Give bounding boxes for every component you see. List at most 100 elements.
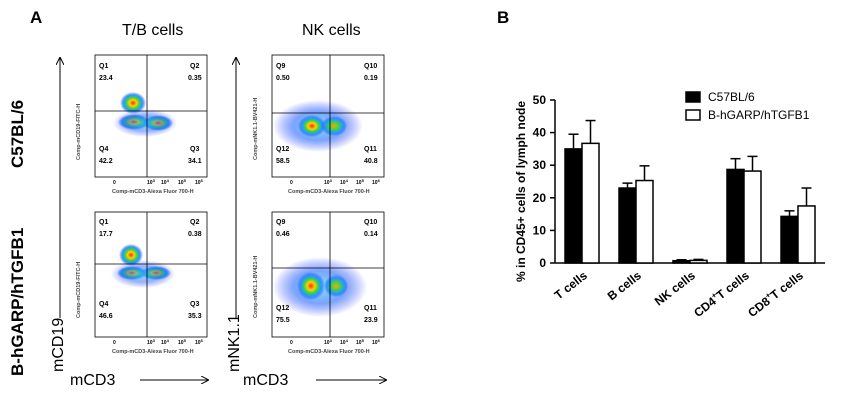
y-tick-label: 0 bbox=[539, 256, 546, 270]
x-axis-title: Comp-mCD3-Alexa Fluor 700-H bbox=[112, 349, 194, 355]
quadrant-label: Q2 bbox=[190, 63, 199, 70]
quadrant-label: Q9 bbox=[276, 219, 285, 226]
bar bbox=[780, 215, 799, 264]
x-tick-label: 104 bbox=[340, 338, 349, 346]
flow-plot-tb-hgarp bbox=[94, 211, 208, 338]
x-axis-title: Comp-mCD3-Alexa Fluor 700-H bbox=[112, 189, 194, 195]
x-tick-label: 106 bbox=[195, 178, 204, 186]
quadrant-value: 40.8 bbox=[364, 158, 378, 165]
quadrant-label: Q3 bbox=[190, 301, 199, 308]
quadrant-label: Q4 bbox=[99, 146, 108, 153]
nk-negative-population bbox=[298, 115, 326, 137]
quadrant-value: 0.50 bbox=[276, 75, 290, 82]
x-axis-title: Comp-mCD3-Alexa Fluor 700-H bbox=[288, 349, 370, 355]
quadrant-value: 35.3 bbox=[188, 313, 202, 320]
quadrant-label: Q9 bbox=[276, 63, 285, 70]
quadrant-label: Q1 bbox=[99, 63, 108, 70]
x-tick-label: 0 bbox=[290, 340, 293, 346]
quadrant-value: 0.46 bbox=[276, 231, 290, 238]
x-tick-label: 0 bbox=[113, 180, 116, 186]
legend-swatch bbox=[685, 109, 701, 121]
bar bbox=[635, 179, 654, 264]
bar bbox=[618, 187, 637, 264]
x-tick-label: 105 bbox=[356, 338, 365, 346]
quadrant-value: 0.38 bbox=[188, 231, 202, 238]
x-tick-label: 104 bbox=[161, 178, 170, 186]
nk-cells-title: NK cells bbox=[302, 22, 361, 39]
quadrant-value: 23.9 bbox=[364, 317, 378, 324]
panel-a-label: A bbox=[30, 8, 43, 27]
quadrant-value: 34.1 bbox=[188, 158, 202, 165]
quadrant-label: Q4 bbox=[99, 301, 108, 308]
scatter-halo bbox=[111, 260, 175, 288]
cd19-population bbox=[120, 92, 146, 114]
x-tick-label: T cells bbox=[552, 268, 590, 302]
quadrant-value: 58.5 bbox=[276, 158, 290, 165]
scatter-halo bbox=[113, 109, 177, 137]
legend-label: B-hGARP/hTGFB1 bbox=[708, 108, 810, 122]
quadrant-value: 23.4 bbox=[99, 75, 113, 82]
quadrant-value: 0.19 bbox=[364, 75, 378, 82]
nk-negative-population bbox=[297, 272, 325, 300]
quadrant-label: Q10 bbox=[364, 63, 377, 70]
quadrant-value: 75.5 bbox=[276, 317, 290, 324]
bar bbox=[743, 170, 762, 264]
x-tick-label: 105 bbox=[178, 178, 187, 186]
bar bbox=[672, 259, 691, 264]
panel-b-label: B bbox=[497, 8, 510, 27]
x-tick-label: 0 bbox=[113, 340, 116, 346]
x-tick-label: 103 bbox=[324, 338, 333, 346]
x-tick-label: 0 bbox=[290, 180, 293, 186]
quadrant-label: Q2 bbox=[190, 219, 199, 226]
bar-chart: 0 10 20 30 40 50 % in CD45+ cells of lymph nod… bbox=[514, 90, 825, 320]
quadrant-label: Q1 bbox=[99, 219, 108, 226]
quadrant-value: 42.2 bbox=[99, 158, 113, 165]
bar bbox=[726, 168, 745, 264]
tb-cells-title: T/B cells bbox=[122, 22, 184, 39]
y-axis-title: Comp-mNK1.1-BV421-H bbox=[253, 256, 259, 318]
quadrant-label: Q12 bbox=[276, 146, 289, 153]
quadrant-label: Q11 bbox=[364, 305, 377, 312]
x-tick-label: 106 bbox=[372, 338, 381, 346]
x-axis-title: Comp-mCD3-Alexa Fluor 700-H bbox=[288, 189, 370, 195]
bar bbox=[689, 259, 708, 264]
x-tick-label: NK cells bbox=[652, 268, 698, 308]
quadrant-value: 46.6 bbox=[99, 313, 113, 320]
flow-plot-nk-hgarp bbox=[271, 211, 385, 338]
quadrant-label: Q12 bbox=[276, 305, 289, 312]
cd3-population bbox=[321, 116, 347, 136]
y-axis-title: Comp-mNK1.1-BV421-H bbox=[253, 98, 259, 160]
quadrant-value: 0.14 bbox=[364, 231, 378, 238]
bar bbox=[581, 142, 600, 264]
x-tick-label: 104 bbox=[161, 338, 170, 346]
y-tick-label: 30 bbox=[533, 158, 547, 172]
x-tick-label: 105 bbox=[178, 338, 187, 346]
x-tick-label: 104 bbox=[340, 178, 349, 186]
y-axis-title: Comp-mCD19-FITC-H bbox=[76, 104, 82, 160]
quadrant-value: 17.7 bbox=[99, 231, 113, 238]
x-tick-label: CD4+T cells bbox=[691, 267, 753, 320]
x-tick-label: 106 bbox=[372, 178, 381, 186]
cd3-population bbox=[324, 275, 348, 297]
legend-label: C57BL/6 bbox=[708, 90, 755, 104]
flow-panel: Q1 23.4 Q2 0.35 Q4 42.2 Q3 34.1 Q9 0.50 … bbox=[0, 54, 480, 400]
mcd3-axis-label-right: mCD3 bbox=[243, 372, 289, 389]
bar bbox=[797, 205, 816, 264]
x-tick-label: 106 bbox=[195, 338, 204, 346]
y-axis-title: Comp-mCD19-FITC-H bbox=[76, 262, 82, 318]
mcd3-axis-label-left: mCD3 bbox=[70, 372, 116, 389]
quadrant-label: Q3 bbox=[190, 146, 199, 153]
y-tick-label: 20 bbox=[533, 191, 547, 205]
y-axis-label: % in CD45+ cells of lymph node bbox=[514, 101, 528, 282]
y-tick-label: 50 bbox=[533, 93, 547, 107]
quadrant-label: Q10 bbox=[364, 219, 377, 226]
x-tick-label: 103 bbox=[324, 178, 333, 186]
x-tick-label: CD8+T cells bbox=[745, 267, 807, 320]
y-tick-label: 40 bbox=[533, 126, 547, 140]
x-tick-label: 103 bbox=[147, 338, 156, 346]
flow-plot-nk-c57 bbox=[271, 54, 385, 178]
x-tick-label: 105 bbox=[356, 178, 365, 186]
bar bbox=[564, 148, 583, 264]
y-tick-label: 10 bbox=[533, 223, 547, 237]
x-tick-label: B cells bbox=[605, 268, 644, 303]
